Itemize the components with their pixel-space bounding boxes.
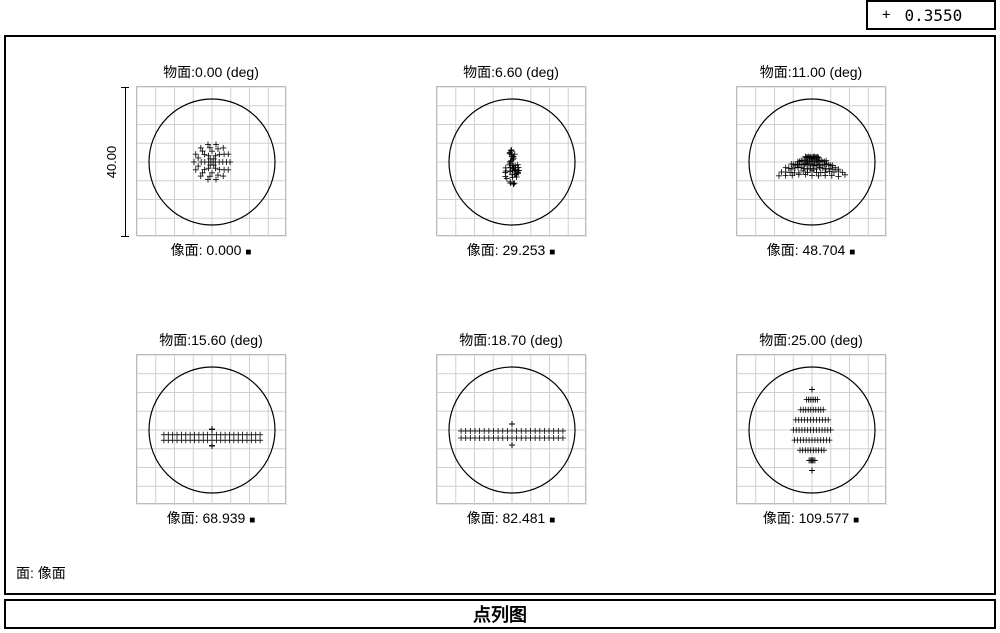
panel-footer: 像面: 0.000 ■ [171, 240, 252, 260]
legend-box: + 0.3550 [866, 0, 996, 30]
spot-grid-box [736, 86, 886, 236]
canvas: + 0.3550 物面:0.00 (deg)40.00像面: 0.000 ■物面… [0, 0, 1000, 633]
panel-title: 物面:18.70 (deg) [459, 330, 563, 350]
plot-grid: 物面:0.00 (deg) 40.00 像面: 0.000 ■ 物面:6.60 (de… [106, 62, 916, 532]
panel-title: 物面:15.60 (deg) [159, 330, 263, 350]
scale-label: 40.00 [104, 146, 119, 179]
spot-grid-box [136, 354, 286, 504]
spot-grid-box [436, 354, 586, 504]
spot-svg [737, 87, 887, 237]
spot-svg [137, 355, 287, 505]
panel-title: 物面:11.00 (deg) [760, 62, 862, 82]
legend-marker: + [882, 7, 890, 23]
spot-svg [737, 355, 887, 505]
spot-svg [437, 355, 587, 505]
panel-title: 物面:0.00 (deg) [163, 62, 259, 82]
surface-label: 面: 像面 [16, 563, 66, 583]
panel-footer: 像面: 68.939 ■ [167, 508, 256, 528]
panel-title: 物面:25.00 (deg) [759, 330, 863, 350]
spot-panel: 物面:0.00 (deg) 40.00 像面: 0.000 ■ [106, 62, 316, 265]
panel-footer: 像面: 29.253 ■ [467, 240, 556, 260]
chart-title-bar: 点列图 [4, 599, 996, 629]
legend-value: 0.3550 [904, 6, 962, 25]
spot-svg [137, 87, 287, 237]
panel-title: 物面:6.60 (deg) [463, 62, 559, 82]
spot-panel: 物面:15.60 (deg) 像面: 68.939 ■ [106, 330, 316, 533]
panel-footer: 像面: 48.704 ■ [767, 240, 856, 260]
panel-footer: 像面: 109.577 ■ [763, 508, 859, 528]
spot-panel: 物面:6.60 (deg) 像面: 29.253 ■ [406, 62, 616, 265]
spot-svg [437, 87, 587, 237]
spot-grid-box [436, 86, 586, 236]
spot-panel: 物面:18.70 (deg) 像面: 82.481 ■ [406, 330, 616, 533]
spot-panel: 物面:25.00 (deg) 像面: 109.577 ■ [706, 330, 916, 533]
scale-bar: 40.00 [115, 87, 135, 237]
panel-footer: 像面: 82.481 ■ [467, 508, 556, 528]
spot-grid-box [736, 354, 886, 504]
spot-panel: 物面:11.00 (deg) 像面: 48.704 ■ [706, 62, 916, 265]
chart-title: 点列图 [473, 601, 527, 627]
main-frame: 物面:0.00 (deg) 40.00 像面: 0.000 ■ 物面:6.60 (de… [4, 35, 996, 595]
spot-grid-box: 40.00 [136, 86, 286, 236]
